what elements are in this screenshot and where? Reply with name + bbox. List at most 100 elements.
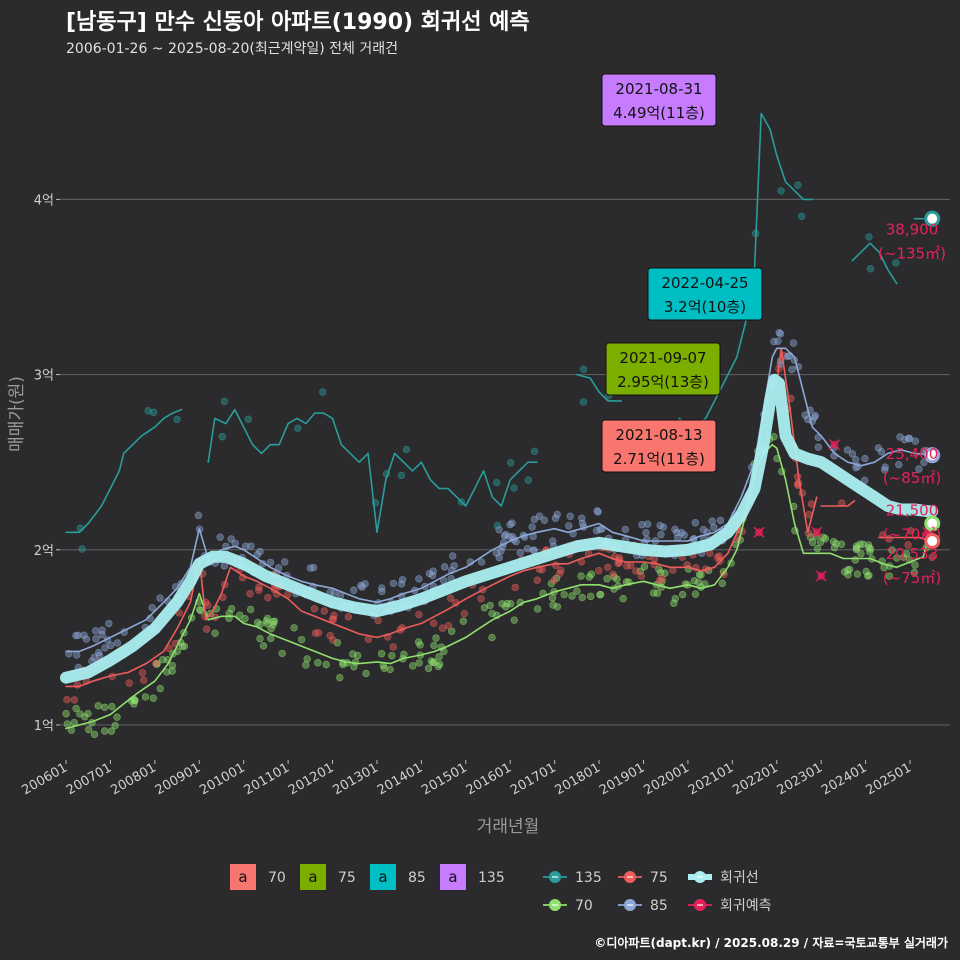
scatter-point-85: [911, 437, 920, 445]
y-tick-label: 1억: [34, 719, 54, 734]
scatter-point-70: [853, 570, 862, 578]
scatter-point-85: [516, 549, 525, 557]
scatter-point-70: [100, 727, 109, 735]
scatter-point-135: [244, 415, 252, 423]
scatter-point-70: [322, 660, 330, 669]
scatter-point-85: [814, 443, 823, 451]
scatter-point-75: [904, 541, 912, 549]
scatter-point-70: [314, 659, 322, 667]
scatter-point-85: [92, 635, 100, 643]
callout-value: 2.71억(11층): [613, 450, 705, 468]
scatter-point-85: [656, 521, 664, 530]
scatter-point-70: [507, 600, 515, 608]
scatter-point-85: [80, 631, 88, 639]
legend-line-item: 회귀예측: [688, 898, 772, 914]
scatter-point-70: [211, 629, 219, 637]
scatter-point-75: [460, 610, 469, 618]
scatter-point-70: [596, 590, 604, 599]
legend-line-item: 75: [618, 870, 668, 886]
scatter-point-70: [656, 568, 665, 577]
scatter-point-85: [848, 450, 857, 458]
scatter-point-85: [448, 552, 457, 560]
legend: a 70 a 75 a 85 a 135 135 75 회귀선 70 85 회귀예측: [230, 864, 772, 914]
scatter-point-75: [255, 583, 263, 591]
scatter-point-70: [430, 641, 438, 650]
scatter-point-85: [450, 562, 458, 570]
legend-area-item: a 75: [300, 864, 356, 890]
scatter-point-70: [573, 587, 581, 595]
scatter-point-75: [73, 681, 82, 689]
scatter-point-70: [424, 664, 433, 673]
scatter-point-135: [865, 233, 873, 241]
scatter-point-70: [100, 703, 109, 712]
scatter-point-70: [911, 561, 919, 569]
scatter-point-85: [281, 558, 289, 566]
legend-swatch: [440, 864, 466, 890]
legend-area-item: a 135: [440, 864, 505, 890]
scatter-point-85: [91, 627, 100, 635]
callout-value: 4.49억(11층): [613, 104, 705, 122]
legend-glyph: a: [448, 868, 457, 886]
x-tick-label: 201001: [197, 760, 247, 798]
scatter-point-85: [565, 522, 573, 530]
scatter-point-85: [699, 525, 708, 534]
series-line-135: [576, 373, 623, 402]
scatter-point-75: [556, 569, 564, 578]
scatter-point-70: [290, 624, 298, 632]
prediction-cross: [753, 526, 765, 538]
scatter-point-85: [241, 542, 250, 550]
scatter-point-85: [82, 635, 91, 643]
scatter-point-75: [595, 566, 603, 575]
scatter-point-75: [415, 610, 423, 619]
scatter-point-85: [789, 339, 798, 347]
end-label-area: (~85㎡): [883, 469, 941, 487]
y-axis-title: 매매가(원): [7, 376, 27, 452]
scatter-point-85: [643, 520, 652, 528]
scatter-point-70: [653, 589, 662, 597]
scatter-point-70: [853, 544, 861, 552]
scatter-point-85: [247, 542, 255, 550]
legend-label: 70: [575, 898, 593, 914]
scatter-point-85: [642, 529, 650, 537]
scatter-point-75: [658, 574, 666, 583]
prediction-cross: [811, 526, 823, 538]
x-tick-label: 201901: [597, 760, 647, 798]
scatter-point-75: [330, 611, 338, 620]
prediction-cross: [829, 439, 840, 451]
scatter-point-70: [533, 605, 542, 613]
scatter-point-70: [84, 725, 93, 734]
scatter-point-85: [74, 631, 82, 639]
regression-prediction-marker: [829, 439, 840, 451]
scatter-point-70: [303, 655, 311, 663]
legend-swatch: [230, 864, 256, 890]
scatter-point-85: [256, 547, 264, 556]
legend-label: 75: [338, 870, 356, 886]
scatter-point-75: [637, 572, 646, 580]
scatter-point-75: [326, 631, 334, 640]
y-tick-label: 2억: [34, 544, 54, 559]
scatter-point-70: [859, 540, 867, 548]
scatter-point-75: [650, 560, 659, 569]
scatter-point-85: [592, 526, 601, 535]
legend-line-item: 회귀선: [688, 870, 759, 886]
series-line-135: [851, 242, 898, 285]
legend-label: 회귀예측: [720, 898, 772, 914]
scatter-point-85: [156, 594, 164, 602]
scatter-point-75: [533, 576, 541, 584]
scatter-point-70: [577, 572, 585, 580]
scatter-point-70: [837, 540, 846, 548]
scatter-point-75: [152, 659, 160, 668]
scatter-point-75: [202, 625, 211, 633]
scatter-point-85: [95, 651, 104, 660]
scatter-point-70: [857, 550, 865, 558]
scatter-point-70: [149, 694, 157, 702]
callout-date: 2021-08-13: [615, 426, 702, 444]
x-tick-label: 202501: [864, 760, 914, 798]
scatter-point-70: [362, 669, 370, 678]
legend-line-item: 70: [543, 898, 593, 914]
scatter-point-70: [488, 609, 496, 618]
scatter-point-85: [578, 514, 586, 522]
callout-box: [601, 73, 717, 127]
scatter-point-85: [72, 631, 80, 640]
scatter-point-70: [910, 568, 919, 577]
